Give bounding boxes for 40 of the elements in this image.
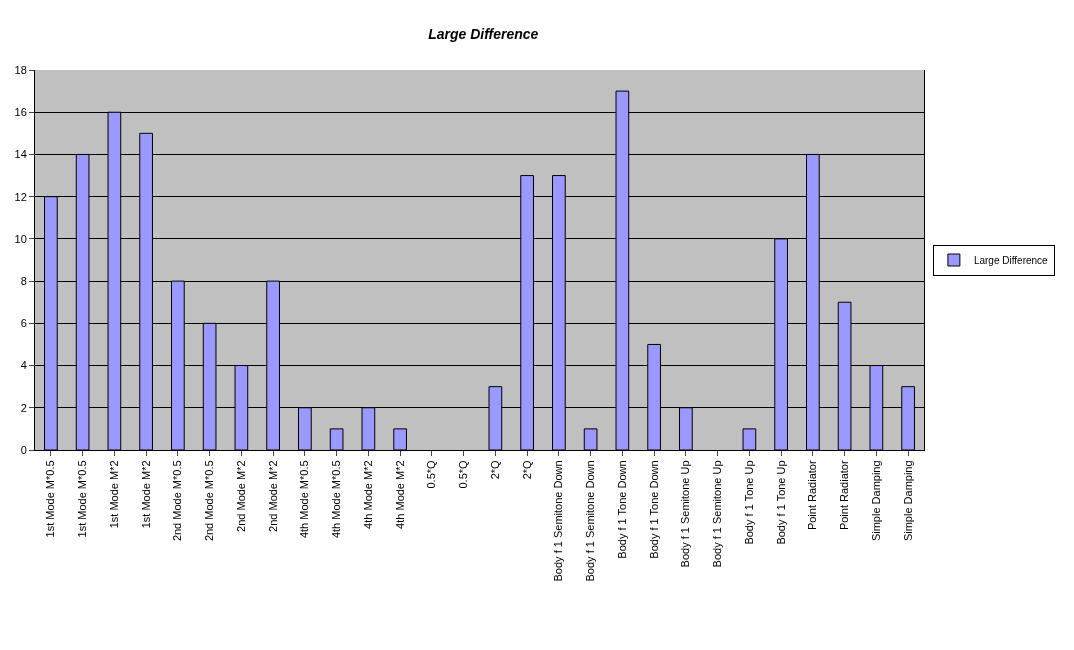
x-tick-label: 4th Mode M*2: [361, 460, 374, 529]
x-tick-label: 2nd Mode M*0.5: [203, 460, 216, 542]
chart-title: Large Difference: [428, 26, 539, 43]
x-tick-label: 2nd Mode M*2: [266, 460, 279, 532]
x-tick-label: Point Radiator: [838, 460, 851, 531]
x-tick-label: 2nd Mode M*0.5: [171, 460, 184, 542]
y-tick-label: 12: [14, 190, 27, 203]
y-tick-label: 18: [14, 63, 27, 76]
y-tick-label: 2: [20, 401, 27, 414]
y-tick-label: 0: [20, 443, 27, 456]
x-tick-label: Point Radiator: [806, 460, 819, 531]
x-tick-label: 2nd Mode M*2: [234, 460, 247, 532]
x-tick-label: 1st Mode M*0.5: [76, 460, 89, 538]
x-tick-label: Body f 1 Semitone Up: [679, 460, 692, 568]
x-tick-label: Simple Damping: [901, 460, 914, 542]
x-tick-label: 0.5*Q: [457, 459, 470, 489]
x-tick-label: Body f 1 Semitone Down: [584, 460, 597, 582]
x-tick-label: 1st Mode M*2: [107, 460, 120, 529]
x-tick-label: Body f 1 Tone Up: [774, 460, 787, 545]
x-tick-label: Body f 1 Semitone Up: [711, 460, 724, 568]
x-tick-label: 1st Mode M*2: [139, 460, 152, 529]
x-tick-label: Body f 1 Tone Up: [742, 460, 755, 545]
x-tick-label: Simple Damping: [869, 460, 882, 542]
legend-label: Large Difference: [973, 254, 1049, 266]
x-tick-label: 4th Mode M*0.5: [330, 460, 343, 539]
x-tick-label: 2*Q: [488, 459, 501, 480]
x-tick-label: 1st Mode M*0.5: [44, 460, 57, 538]
y-tick-label: 6: [20, 317, 27, 330]
y-tick-label: 4: [20, 359, 27, 372]
y-tick-label: 16: [14, 106, 27, 119]
x-tick-label: Body f 1 Semitone Down: [552, 460, 565, 582]
y-tick-label: 8: [20, 274, 27, 287]
x-tick-label: 4th Mode M*0.5: [298, 460, 311, 539]
x-tick-label: Body f 1 Tone Down: [647, 460, 660, 559]
y-tick-label: 10: [14, 232, 27, 245]
y-tick-label: 14: [14, 148, 27, 161]
x-tick-label: 4th Mode M*2: [393, 460, 406, 529]
x-tick-label: 0.5*Q: [425, 459, 438, 489]
x-tick-label: 2*Q: [520, 459, 533, 480]
x-tick-label: Body f 1 Tone Down: [615, 460, 628, 559]
